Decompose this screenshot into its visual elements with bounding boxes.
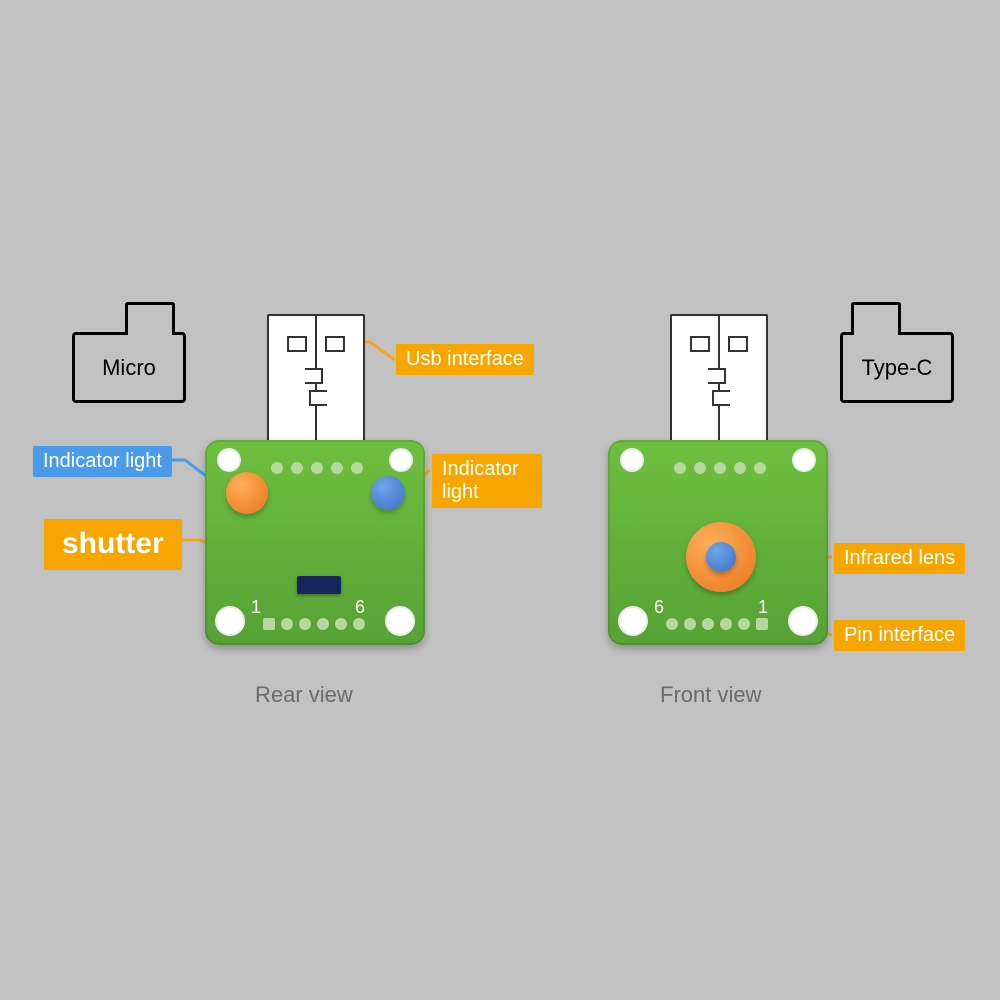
mounting-hole bbox=[792, 448, 816, 472]
pin-number: 1 bbox=[758, 597, 768, 618]
tag-usb-interface: Usb interface bbox=[396, 344, 534, 375]
tag-indicator-right: Indicator light bbox=[432, 454, 542, 508]
mounting-hole bbox=[217, 448, 241, 472]
mounting-hole bbox=[620, 448, 644, 472]
mounting-hole bbox=[215, 606, 245, 636]
mounting-hole bbox=[788, 606, 818, 636]
pin-number: 6 bbox=[355, 597, 365, 618]
mounting-hole bbox=[618, 606, 648, 636]
pin-row bbox=[666, 618, 778, 630]
caption-rear: Rear view bbox=[255, 682, 353, 708]
connector-micro-label: Micro bbox=[75, 335, 183, 400]
usb-plug-icon bbox=[670, 314, 768, 446]
pin-row bbox=[263, 618, 375, 630]
diagram-stage: Micro Type-C Usb interface Indicator lig… bbox=[0, 0, 1000, 1000]
infrared-lens-inner bbox=[706, 542, 736, 572]
tag-pin-interface: Pin interface bbox=[834, 620, 965, 651]
connector-typec-label: Type-C bbox=[843, 335, 951, 400]
tag-shutter: shutter bbox=[44, 519, 182, 570]
mounting-hole bbox=[385, 606, 415, 636]
shutter-chip bbox=[297, 576, 341, 594]
tag-indicator-left: Indicator light bbox=[33, 446, 172, 477]
pad-row bbox=[271, 462, 361, 474]
connector-micro: Micro bbox=[72, 332, 186, 403]
indicator-led-orange bbox=[226, 472, 268, 514]
mounting-hole bbox=[389, 448, 413, 472]
pad-row bbox=[674, 462, 764, 474]
caption-front: Front view bbox=[660, 682, 761, 708]
connector-tab-icon bbox=[125, 302, 175, 335]
indicator-led-blue bbox=[371, 476, 405, 510]
tag-infrared: Infrared lens bbox=[834, 543, 965, 574]
usb-plug-icon bbox=[267, 314, 365, 446]
pin-number: 6 bbox=[654, 597, 664, 618]
pin-number: 1 bbox=[251, 597, 261, 618]
connector-tab-icon bbox=[851, 302, 901, 335]
connector-typec: Type-C bbox=[840, 332, 954, 403]
